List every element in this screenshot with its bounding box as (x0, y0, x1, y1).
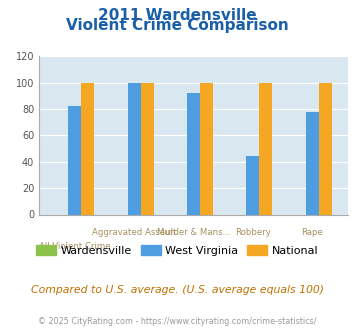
Bar (81, 82, 94, 214)
Text: Violent Crime Comparison: Violent Crime Comparison (66, 18, 289, 33)
Bar (260, 82, 273, 214)
Text: Robbery: Robbery (235, 228, 271, 237)
Bar (68, 106, 81, 214)
Bar (306, 112, 319, 214)
Bar (200, 82, 213, 214)
Text: 2011 Wardensville: 2011 Wardensville (98, 8, 257, 23)
Bar (246, 156, 260, 214)
Bar (319, 82, 332, 214)
Text: Compared to U.S. average. (U.S. average equals 100): Compared to U.S. average. (U.S. average … (31, 285, 324, 295)
Text: Aggravated Assault: Aggravated Assault (92, 228, 176, 237)
Text: Murder & Mans...: Murder & Mans... (157, 228, 230, 237)
Text: © 2025 CityRating.com - https://www.cityrating.com/crime-statistics/: © 2025 CityRating.com - https://www.city… (38, 317, 317, 326)
Bar (127, 82, 141, 214)
Bar (141, 82, 154, 214)
Text: All Violent Crime: All Violent Crime (39, 242, 110, 251)
Bar (187, 93, 200, 214)
Text: Rape: Rape (301, 228, 323, 237)
Legend: Wardensville, West Virginia, National: Wardensville, West Virginia, National (32, 241, 323, 260)
